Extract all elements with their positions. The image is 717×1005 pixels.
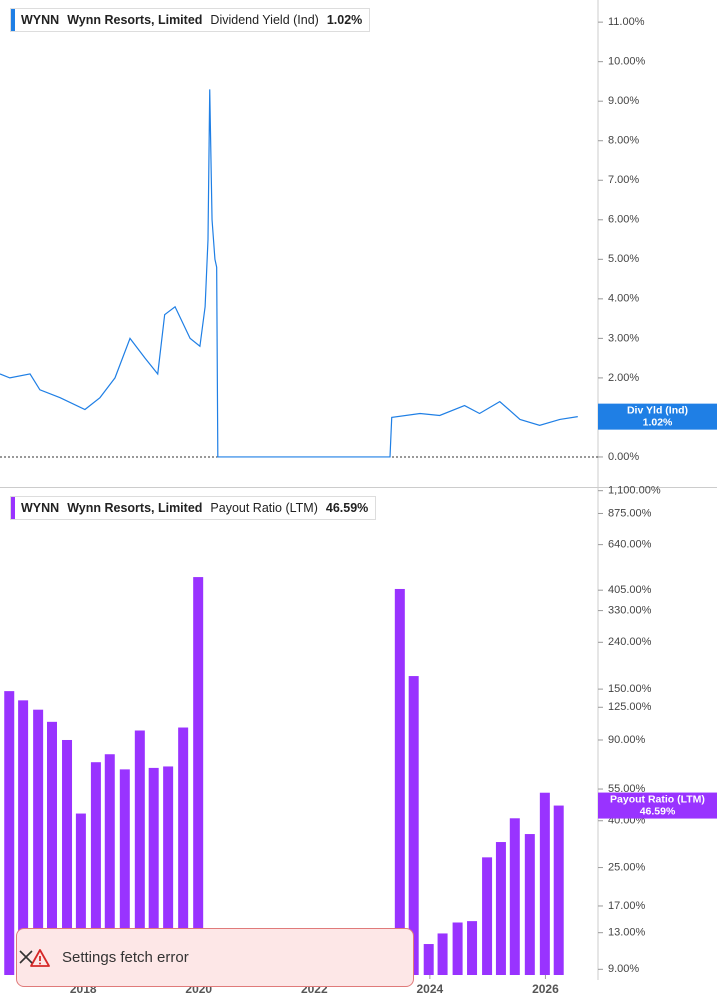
y-tick-label: 9.00% <box>608 95 639 107</box>
legend-series: Dividend Yield (Ind) <box>210 13 319 27</box>
bar <box>482 857 493 975</box>
y-tick-label: 5.00% <box>608 253 639 265</box>
data-line <box>0 89 578 458</box>
y-tick-label: 405.00% <box>608 584 652 596</box>
legend-series: Payout Ratio (LTM) <box>210 501 318 515</box>
flag-label: Div Yld (Ind) <box>627 404 688 416</box>
y-tick-label: 17.00% <box>608 900 646 912</box>
y-tick-label: 55.00% <box>608 783 646 795</box>
bar <box>423 944 434 975</box>
bar <box>104 754 115 975</box>
flag-value: 46.59% <box>640 805 676 817</box>
value-flag <box>598 403 717 430</box>
legend-ticker: WYNN <box>21 501 60 515</box>
toast-message: Settings fetch error <box>62 949 189 966</box>
bar <box>539 792 550 975</box>
close-button[interactable] <box>17 948 35 966</box>
y-tick-label: 640.00% <box>608 539 652 551</box>
y-tick-label: 9.00% <box>608 963 639 975</box>
legend-value: 46.59% <box>325 501 369 515</box>
bar <box>193 577 204 975</box>
bar <box>452 922 463 975</box>
warning-icon <box>30 948 50 967</box>
y-tick-label: 2.00% <box>608 372 639 384</box>
bar <box>134 730 145 975</box>
bar <box>62 739 73 975</box>
bar <box>163 766 174 975</box>
bar <box>467 921 478 975</box>
error-toast: Settings fetch error <box>16 928 414 987</box>
y-tick-label: 90.00% <box>608 734 646 746</box>
bar <box>119 769 130 975</box>
y-tick-label: 7.00% <box>608 174 639 186</box>
bar <box>495 842 506 975</box>
value-flag <box>598 792 717 819</box>
legend-swatch <box>11 497 15 519</box>
legend-company: Wynn Resorts, Limited <box>67 501 203 515</box>
legend: WYNN Wynn Resorts, Limited Dividend Yield … <box>10 8 371 32</box>
bar <box>75 813 86 975</box>
y-tick-label: 25.00% <box>608 861 646 873</box>
y-tick-label: 125.00% <box>608 701 652 713</box>
legend-ticker: WYNN <box>21 13 60 27</box>
x-tick-label: 2024 <box>417 982 444 996</box>
y-tick-label: 3.00% <box>608 332 639 344</box>
y-tick-label: 240.00% <box>608 636 652 648</box>
y-tick-label: 11.00% <box>608 16 645 28</box>
y-tick-label: 13.00% <box>608 927 646 939</box>
legend: WYNN Wynn Resorts, Limited Payout Ratio (L… <box>10 496 377 520</box>
y-tick-label: 330.00% <box>608 604 652 616</box>
bar <box>47 721 57 975</box>
legend-value: 1.02% <box>326 13 363 27</box>
bar <box>437 933 448 975</box>
bar <box>90 762 101 975</box>
y-tick-label: 8.00% <box>608 135 639 147</box>
bar <box>4 691 15 975</box>
y-tick-label: 150.00% <box>608 683 652 695</box>
y-tick-label: 10.00% <box>608 56 646 68</box>
bar <box>509 818 520 975</box>
flag-label: Payout Ratio (LTM) <box>610 793 705 805</box>
y-tick-label: 4.00% <box>608 293 639 305</box>
legend-swatch <box>11 9 15 31</box>
bar <box>524 834 535 975</box>
bar <box>178 727 189 975</box>
legend-company: Wynn Resorts, Limited <box>67 13 203 27</box>
bar <box>33 709 44 975</box>
bar <box>553 805 564 975</box>
bar <box>408 676 419 975</box>
bar <box>18 700 29 975</box>
y-tick-label: 1,100.00% <box>608 485 661 497</box>
y-tick-label: 875.00% <box>608 507 652 519</box>
y-tick-label: 0.00% <box>608 451 639 463</box>
x-tick-label: 2026 <box>532 982 559 996</box>
bar <box>394 588 405 975</box>
y-tick-label: 6.00% <box>608 214 639 226</box>
bar <box>148 767 159 975</box>
flag-value: 1.02% <box>643 416 673 428</box>
